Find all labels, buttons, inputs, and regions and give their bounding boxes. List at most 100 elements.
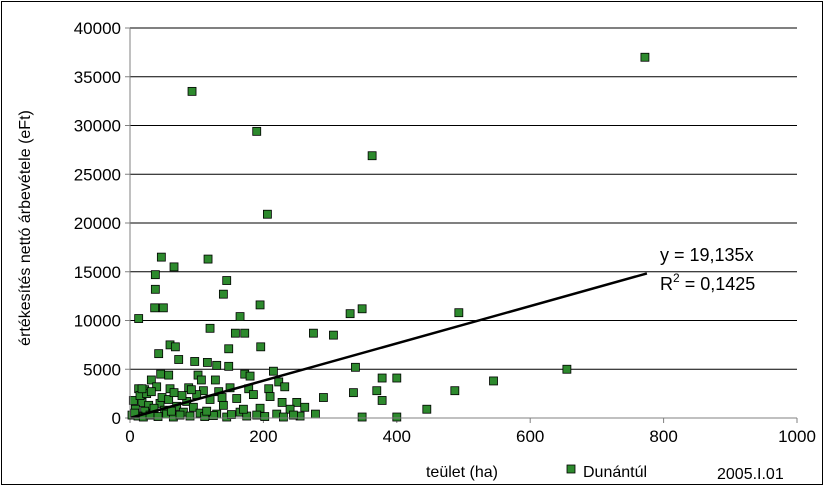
y-tick-label-3: 15000 xyxy=(74,263,121,282)
legend-label: Dunántúl xyxy=(583,464,647,481)
y-tick-label-6: 30000 xyxy=(74,117,121,136)
data-point-10 xyxy=(150,284,160,294)
data-point-115 xyxy=(164,395,174,404)
data-point-128 xyxy=(146,387,156,397)
data-point-99 xyxy=(153,412,163,421)
data-point-92 xyxy=(311,409,320,419)
data-point-22 xyxy=(240,328,250,338)
data-point-129 xyxy=(169,388,179,398)
data-point-111 xyxy=(289,410,298,420)
x-axis-ticks: 0 200 400 600 800 1000 xyxy=(125,418,816,446)
data-point-31 xyxy=(190,357,200,366)
data-point-44 xyxy=(377,373,387,383)
data-point-24 xyxy=(329,330,338,340)
data-point-20 xyxy=(205,323,215,333)
data-point-103 xyxy=(185,411,195,421)
data-point-2 xyxy=(252,126,262,136)
data-point-33 xyxy=(212,360,222,370)
trendline xyxy=(129,272,648,420)
data-point-32 xyxy=(202,358,212,367)
data-point-8 xyxy=(150,270,160,280)
data-point-130 xyxy=(186,385,196,395)
data-point-119 xyxy=(248,390,258,400)
data-point-62 xyxy=(450,386,460,396)
data-point-109 xyxy=(260,412,270,421)
data-point-5 xyxy=(203,254,213,264)
data-point-110 xyxy=(279,412,288,422)
data-point-4 xyxy=(263,209,272,219)
data-point-41 xyxy=(196,375,206,385)
y-tick-label-5: 25000 xyxy=(74,165,121,184)
data-point-29 xyxy=(154,349,164,359)
y-axis-title: értékesítés nettó árbevétele (eFt) xyxy=(17,110,34,346)
data-point-66 xyxy=(292,397,302,407)
data-point-43 xyxy=(245,371,255,381)
data-point-0 xyxy=(640,52,650,62)
data-point-21 xyxy=(230,328,240,338)
data-point-126 xyxy=(277,397,287,407)
data-point-11 xyxy=(218,289,228,299)
data-point-61 xyxy=(372,386,382,396)
data-point-9 xyxy=(222,276,232,285)
data-point-38 xyxy=(156,369,166,379)
data-point-48 xyxy=(274,377,284,387)
date-label: 2005.I.01 xyxy=(717,466,784,483)
x-tick-label-2: 400 xyxy=(383,427,411,446)
data-point-26 xyxy=(170,342,180,352)
x-tick-label-0: 0 xyxy=(125,427,134,446)
data-point-127 xyxy=(137,384,147,394)
data-point-19 xyxy=(134,314,144,323)
data-point-45 xyxy=(392,373,402,383)
data-point-64 xyxy=(319,393,328,402)
data-point-47 xyxy=(210,375,220,385)
data-point-16 xyxy=(345,309,355,319)
data-point-1 xyxy=(187,86,197,96)
y-tick-label-4: 20000 xyxy=(74,214,121,233)
data-point-18 xyxy=(235,312,245,322)
data-point-35 xyxy=(351,362,360,372)
data-point-39 xyxy=(164,370,174,380)
y-tick-label-2: 10000 xyxy=(74,312,121,331)
data-points xyxy=(127,52,650,422)
x-tick-label-3: 600 xyxy=(516,427,544,446)
data-point-107 xyxy=(226,410,236,419)
data-point-13 xyxy=(150,303,160,313)
data-point-116 xyxy=(177,391,187,400)
data-point-30 xyxy=(174,355,184,364)
data-point-102 xyxy=(175,410,185,420)
trendline-r2: R2 = 0,1425 xyxy=(660,271,755,294)
y-tick-label-1: 5000 xyxy=(83,360,121,379)
x-axis-title: teület (ha) xyxy=(426,464,498,481)
data-point-3 xyxy=(367,151,377,161)
data-point-63 xyxy=(349,388,358,398)
x-tick-label-4: 800 xyxy=(649,427,677,446)
data-point-125 xyxy=(238,404,248,414)
x-tick-label-1: 200 xyxy=(249,427,277,446)
trendline-equation: y = 19,135x xyxy=(660,245,754,265)
data-point-65 xyxy=(377,396,387,405)
data-point-59 xyxy=(264,384,274,394)
data-point-69 xyxy=(232,394,242,403)
data-point-14 xyxy=(158,303,168,313)
data-point-79 xyxy=(300,402,310,412)
data-point-75 xyxy=(188,402,198,412)
data-point-27 xyxy=(256,342,266,352)
y-tick-label-8: 40000 xyxy=(74,19,121,38)
y-axis-ticks: 0 5000 10000 15000 20000 25000 30000 35000 40000 xyxy=(74,19,130,428)
data-point-124 xyxy=(202,406,212,416)
data-point-80 xyxy=(422,404,432,414)
data-point-76 xyxy=(218,400,228,410)
data-point-28 xyxy=(224,344,234,354)
data-point-46 xyxy=(146,375,156,385)
data-point-49 xyxy=(489,376,498,386)
y-tick-label-7: 35000 xyxy=(74,68,121,87)
data-point-118 xyxy=(217,393,227,402)
data-point-36 xyxy=(269,366,278,376)
data-point-34 xyxy=(224,361,234,371)
y-tick-label-0: 0 xyxy=(112,409,121,428)
data-point-60 xyxy=(280,382,290,392)
data-point-6 xyxy=(156,252,166,262)
data-point-15 xyxy=(357,304,367,314)
data-point-12 xyxy=(255,300,265,310)
